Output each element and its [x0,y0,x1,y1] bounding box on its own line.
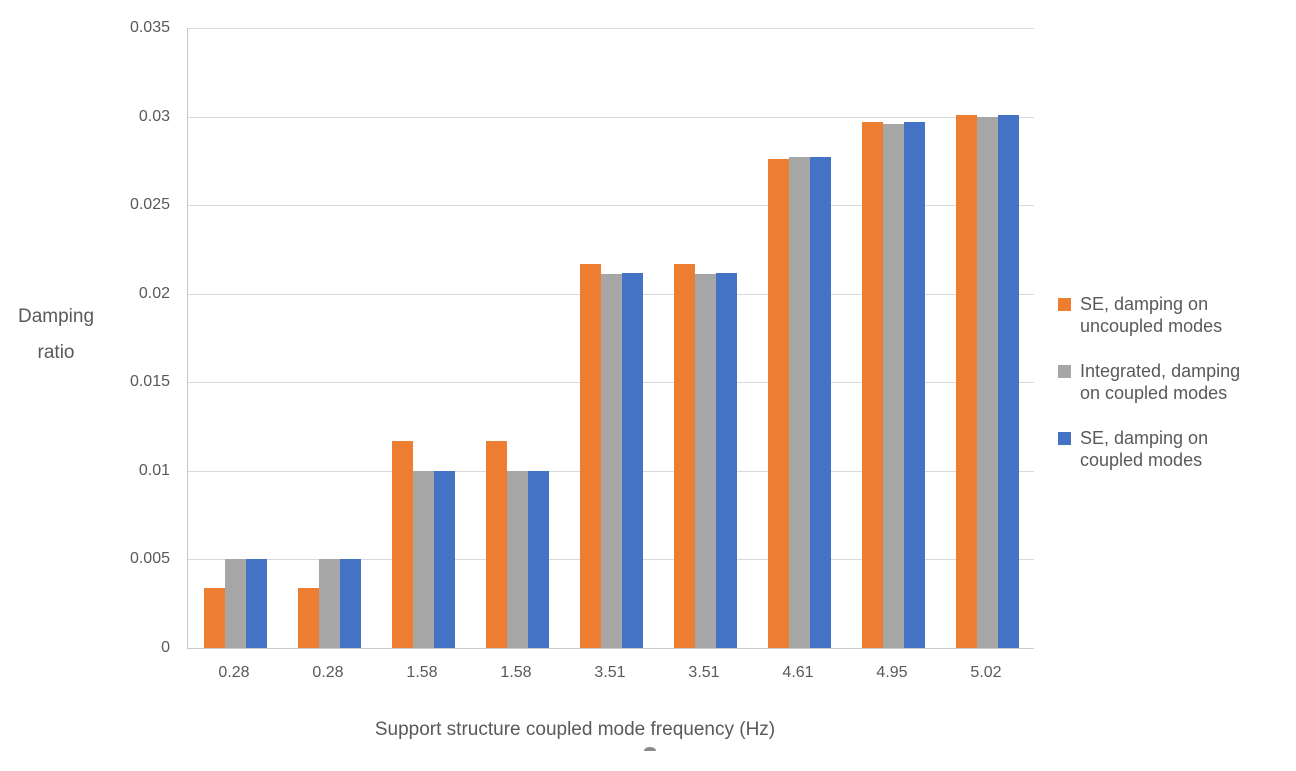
y-axis-title: Damping ratio [4,299,108,371]
bar [903,121,925,648]
y-tick-label: 0.03 [138,107,170,125]
y-tick-label: 0.02 [138,284,170,302]
bar-group [564,263,658,648]
gridline [188,28,1034,29]
bar [861,121,883,648]
bar [527,470,549,648]
x-tick-label: 0.28 [218,664,250,681]
bar [485,440,507,648]
bar [203,587,225,648]
y-tick-label: 0.035 [129,19,170,36]
x-tick-label: 4.61 [782,664,814,681]
bar [809,157,831,648]
x-tick-label: 3.51 [594,664,626,681]
bar-group [376,440,470,648]
y-tick-label: 0 [161,639,170,656]
bar [715,272,737,648]
bar [767,159,789,648]
y-tick-label: 0.015 [129,373,170,391]
bar [579,263,601,648]
x-tick-label: 1.58 [406,664,438,681]
bar-group [188,559,282,648]
bar [412,470,434,648]
x-axis-title: Support structure coupled mode frequency… [374,719,776,740]
bar [245,559,267,648]
bar-group [282,559,376,648]
bar [297,587,319,648]
x-tick-label: 0.28 [312,664,344,681]
bar [433,470,455,648]
bar [318,559,340,648]
plot-area [187,28,1034,649]
x-tick-label: 3.51 [688,664,720,681]
bar [694,274,716,648]
legend-label-line: SE, damping on [1080,428,1209,448]
y-axis-title-line-2: ratio [37,342,75,363]
y-axis-title-line-1: Damping [17,306,95,327]
y-tick-label: 0.005 [129,550,170,568]
x-tick-label: 4.95 [876,664,908,681]
bar-group [940,114,1034,648]
legend-swatch-icon [1058,365,1071,378]
legend-label-line: uncoupled modes [1080,316,1223,336]
legend-item-label: SE, damping on coupled modes [1080,427,1208,471]
bar [673,263,695,648]
bar [976,116,998,648]
legend-label-line: Integrated, damping [1080,361,1241,381]
x-tick-label: 5.02 [970,664,1002,681]
legend-item: Integrated, damping on coupled modes [1058,360,1293,404]
bar [339,559,361,648]
bar [224,559,246,648]
legend-item: SE, damping on uncoupled modes [1058,293,1293,337]
legend: SE, damping on uncoupled modes Integrated,… [1058,293,1293,471]
cropped-text-artifact [644,747,656,751]
legend-label-line: on coupled modes [1080,383,1228,403]
bar-group [470,440,564,648]
bar [955,114,977,648]
y-tick-label: 0.01 [138,461,170,479]
bar [600,274,622,648]
bar-group [752,157,846,648]
bar [391,440,413,648]
bar-group [658,263,752,648]
legend-swatch-icon [1058,432,1071,445]
bar-group [846,121,940,648]
bar [997,114,1019,648]
x-tick-label: 1.58 [500,664,532,681]
legend-label-line: SE, damping on [1080,294,1209,314]
bar [882,123,904,648]
legend-item: SE, damping on coupled modes [1058,427,1293,471]
legend-item-label: SE, damping on uncoupled modes [1080,293,1222,337]
gridline [188,116,1034,118]
bar [506,470,528,648]
bar [621,272,643,648]
legend-label-line: coupled modes [1080,450,1203,470]
bar [788,157,810,648]
gridline [188,205,1034,207]
y-tick-label: 0.025 [129,196,170,214]
legend-swatch-icon [1058,298,1071,311]
legend-item-label: Integrated, damping on coupled modes [1080,360,1240,404]
